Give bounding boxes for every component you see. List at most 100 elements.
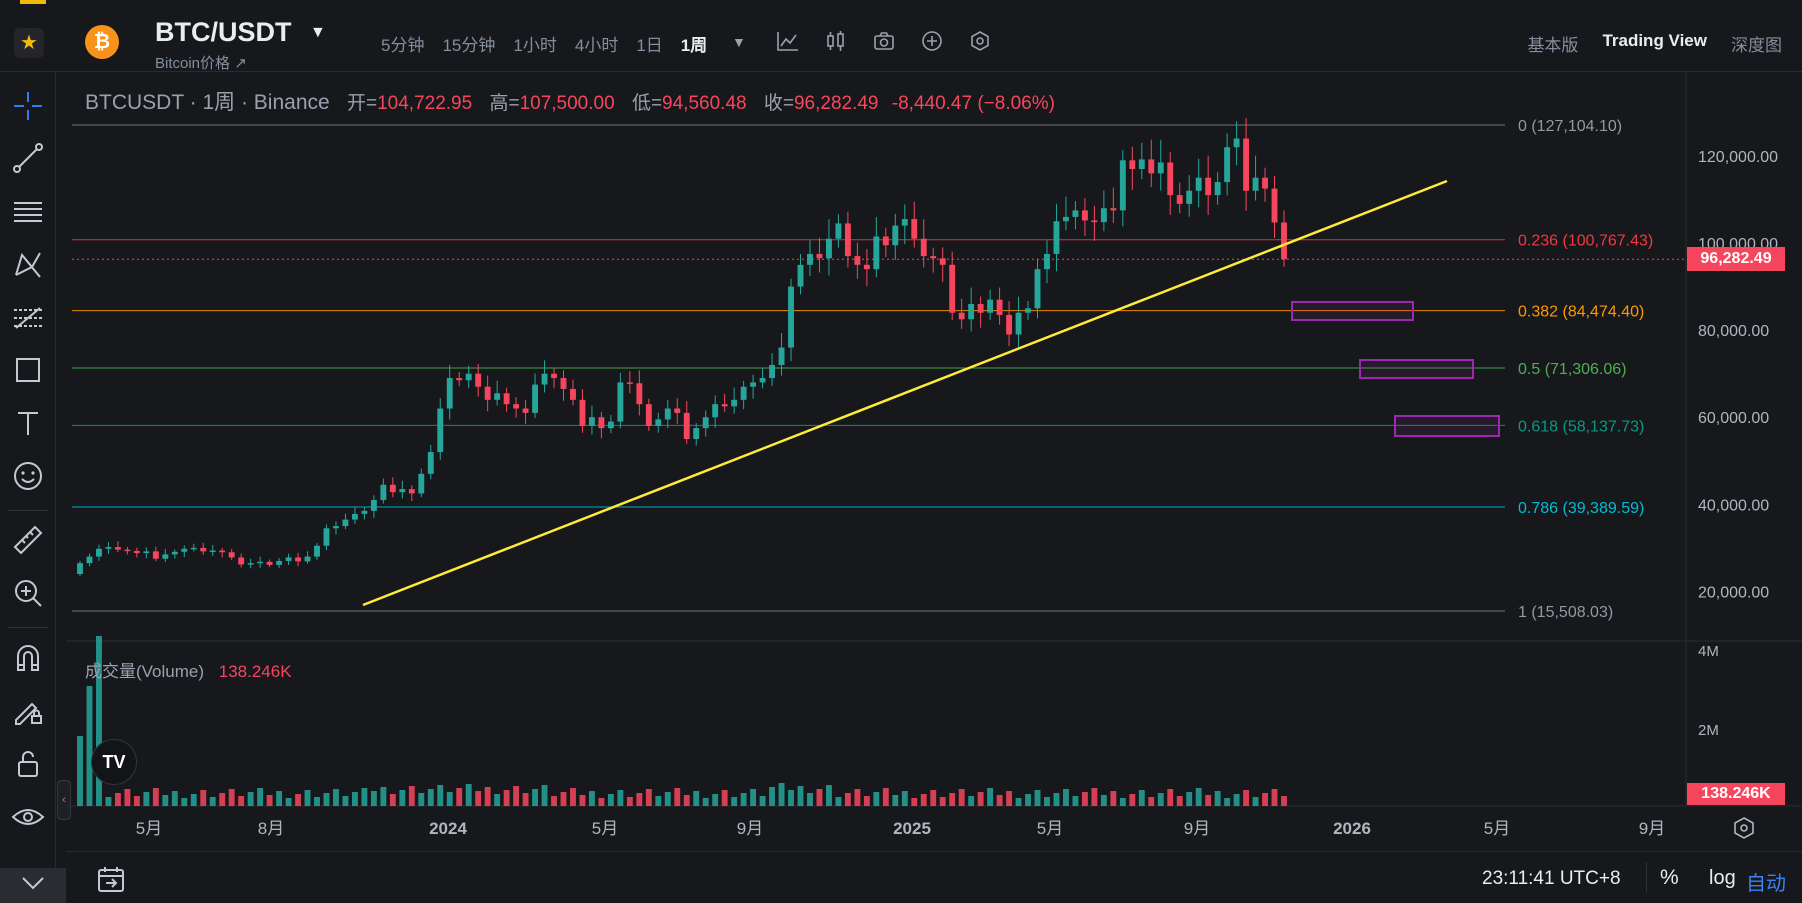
percent-scale-toggle[interactable]: % [1660,866,1679,889]
candle-body [465,373,472,381]
volume-bar [949,793,956,806]
horizontal-lines-tool-icon[interactable] [10,194,46,230]
volume-bar [1129,794,1136,806]
rectangle-tool-icon[interactable] [10,352,46,388]
legend-high-label: 高= [489,93,520,114]
gear-center [1740,824,1748,832]
candle-body [939,258,946,265]
candle-body [579,399,586,426]
volume-bar [276,791,283,806]
tradingview-logo-icon[interactable]: TV [91,739,137,785]
price-chart[interactable]: 0 (127,104.10) 0.236 (100,767.43) 0.382 (8… [0,0,1802,851]
volume-bar [1243,790,1250,806]
volume-bar [304,790,311,806]
volume-bar [408,786,415,806]
volume-bar [863,796,870,806]
camera-icon[interactable] [873,30,895,58]
legend-symbol[interactable]: BTCUSDT · 1周 · Binance [85,91,330,114]
interval-tab-15m[interactable]: 15分钟 [442,36,496,55]
candle-body [219,550,226,553]
view-tab-tradingview[interactable]: Trading View [1602,31,1707,50]
volume-bar [1224,798,1231,806]
candle-body [750,382,757,387]
interval-tab-4h[interactable]: 4小时 [574,36,619,55]
candle-body [778,347,785,365]
candle-body [844,223,851,257]
goto-date-icon[interactable] [96,864,126,900]
candle-body [380,484,387,500]
fib-level-label: 0.786 (39,389.59) [1518,500,1644,517]
view-tab-depth[interactable]: 深度图 [1731,36,1782,55]
volume-bar [873,792,880,806]
candle-body [797,264,804,287]
volume-axis-label: 4M [1698,643,1719,660]
volume-bar [446,792,453,806]
visibility-eye-icon[interactable] [10,799,46,835]
symbol-subtitle-link[interactable]: Bitcoin价格 ↗ [155,55,247,72]
volume-bar [674,788,681,806]
candle-body [1129,160,1136,170]
zoom-in-icon[interactable] [10,575,46,611]
volume-bar [551,796,557,806]
interval-tab-1d[interactable]: 1日 [636,36,663,55]
volume-bar [1252,797,1259,806]
candle-body [276,560,283,565]
volume-bar [1044,797,1050,806]
candle-body [247,563,254,565]
magnet-icon[interactable] [10,640,46,676]
time-axis-label: 9月 [737,819,763,838]
ruler-icon[interactable] [10,522,46,558]
volume-bar [854,789,861,806]
trendline-tool-icon[interactable] [10,140,46,176]
volume-bar [1138,790,1145,806]
candle-body [1044,253,1050,270]
volume-bar [228,789,235,806]
interval-tab-1h[interactable]: 1小时 [513,36,557,55]
candle-body [712,404,719,418]
candle-body [607,421,614,429]
lock-drawing-icon[interactable] [10,692,46,728]
pattern-tool-icon[interactable] [10,247,46,283]
candle-body [323,528,330,546]
interval-more-icon[interactable]: ▼ [732,34,746,50]
symbol-dropdown-icon[interactable]: ▼ [310,24,326,41]
volume-bar [968,796,975,806]
candle-body [399,489,406,493]
candle-body [683,412,690,440]
volume-bar [1233,794,1240,806]
interval-tab-1w[interactable]: 1周 [680,36,708,55]
auto-scale-toggle[interactable]: 自动 [1746,873,1786,895]
candle-body [826,238,832,259]
volume-bar [901,791,908,806]
clock-timezone[interactable]: 23:11:41 UTC+8 [1482,868,1621,889]
candle-body [228,552,235,558]
candle-body [1243,138,1250,191]
log-scale-toggle[interactable]: log [1709,867,1736,889]
chart-type-icon[interactable] [825,30,847,58]
legend-low-value: 94,560.48 [662,93,747,114]
view-tabs: 基本版 Trading View 深度图 [1503,31,1782,56]
crosshair-icon[interactable] [10,88,46,124]
candle-body [863,264,870,270]
interval-tab-5m[interactable]: 5分钟 [381,36,425,55]
emoji-tool-icon[interactable] [10,458,46,494]
candle-body [351,513,358,520]
view-tab-basic[interactable]: 基本版 [1527,36,1579,55]
expand-toolbar-chevron-icon[interactable] [0,868,66,903]
volume-bar [588,791,595,806]
text-tool-icon[interactable] [10,405,46,441]
settings-icon[interactable] [969,30,991,58]
unlock-icon[interactable] [10,746,46,782]
add-indicator-icon[interactable] [921,30,943,58]
favorite-star-icon[interactable]: ★ [14,28,44,58]
symbol-title[interactable]: BTC/USDT [155,17,292,47]
volume-label[interactable]: 成交量(Volume) [85,662,205,681]
time-axis-label: 5月 [136,819,162,838]
candle-body [636,383,643,405]
fib-tool-icon[interactable] [10,300,46,336]
volume-bar [721,790,728,806]
collapse-toolbar-button[interactable]: ‹ [57,780,71,820]
volume-bar [987,788,994,806]
volume-bar [655,796,662,806]
indicator-icon[interactable] [776,30,800,58]
